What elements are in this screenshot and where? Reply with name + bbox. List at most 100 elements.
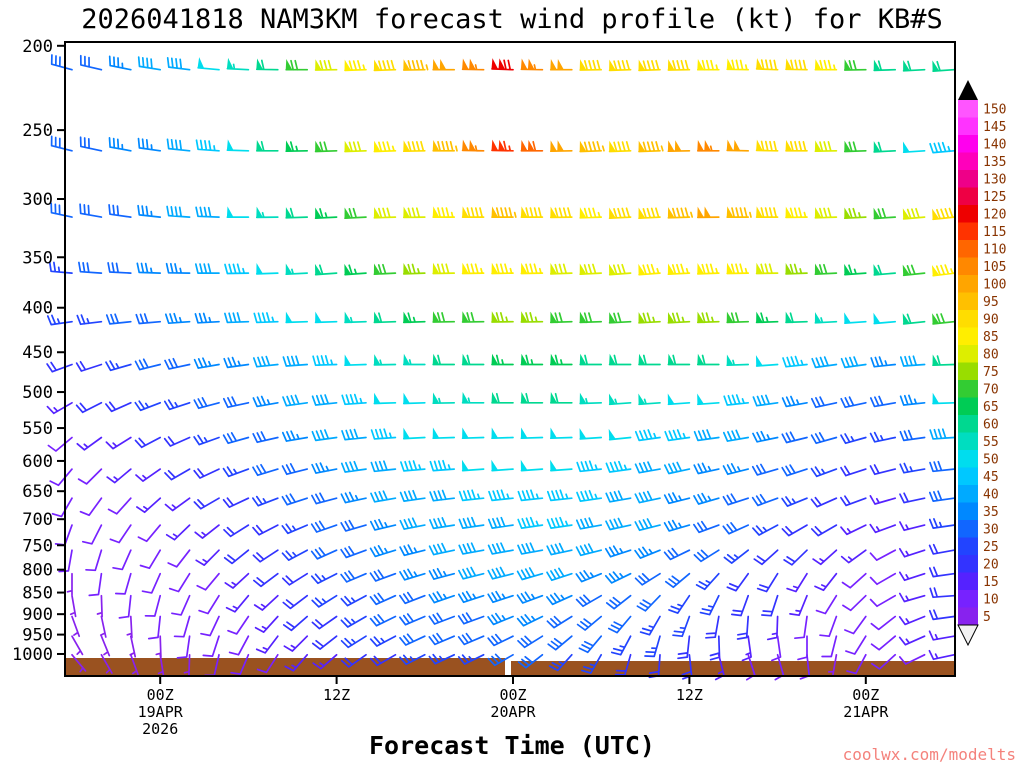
wind-barb-pennant <box>638 393 646 405</box>
wind-barb <box>223 524 250 538</box>
wind-barb <box>105 360 132 372</box>
wind-barb <box>898 592 926 603</box>
y-axis-label: 1000 <box>12 645 53 665</box>
wind-barb <box>196 572 220 591</box>
wind-barb-pennant <box>491 139 499 152</box>
wind-barb <box>164 497 191 512</box>
colorbar-tick-label: 30 <box>983 522 999 537</box>
y-axis-label: 950 <box>22 626 53 646</box>
wind-barb <box>112 549 132 571</box>
wind-barb <box>428 542 456 556</box>
wind-barb <box>771 635 782 662</box>
wind-barb <box>693 429 720 442</box>
wind-barb <box>520 312 544 323</box>
wind-barb-pennant <box>469 58 476 71</box>
wind-barb <box>840 465 867 477</box>
colorbar-tick-label: 105 <box>983 260 1006 275</box>
wind-barb <box>252 549 279 563</box>
wind-barb <box>163 399 191 411</box>
wind-barb-pennant <box>462 353 469 365</box>
wind-barb <box>755 207 779 218</box>
wind-barb-pennant <box>498 58 506 70</box>
wind-barb-pennant <box>844 140 852 153</box>
wind-barb-pennant <box>226 206 234 218</box>
wind-barb <box>252 495 279 507</box>
wind-barb <box>644 635 661 658</box>
wind-barb-pennant <box>638 353 646 365</box>
wind-barb <box>726 207 752 218</box>
wind-barb <box>165 262 191 274</box>
wind-barb-pennant <box>403 206 411 218</box>
wind-barb-pennant <box>520 58 528 70</box>
colorbar-tick-label: 15 <box>983 575 999 590</box>
watermark-text: coolwx.com/modelts <box>842 745 1016 764</box>
wind-barb-pennant <box>527 58 535 71</box>
wind-barb <box>929 587 955 599</box>
wind-barb-pennant <box>527 140 535 152</box>
wind-barb <box>340 653 367 668</box>
wind-barb <box>429 517 456 530</box>
y-axis-label: 850 <box>22 584 53 604</box>
colorbar-tick-label: 75 <box>983 365 999 380</box>
colorbar-segment <box>958 275 978 293</box>
wind-barb <box>134 358 162 371</box>
wind-barb <box>195 549 220 566</box>
wind-barb <box>370 460 397 473</box>
wind-barb-pennant <box>462 392 469 404</box>
wind-barb-pennant <box>403 427 411 440</box>
wind-barb-pennant <box>403 140 411 152</box>
wind-barb <box>726 263 750 275</box>
wind-barb <box>608 59 632 72</box>
wind-barb-pennant <box>520 353 528 365</box>
wind-barb <box>607 615 632 634</box>
wind-barb-pennant <box>550 58 558 71</box>
wind-barb <box>341 428 367 441</box>
wind-barb-pennant <box>550 427 558 439</box>
wind-barb <box>722 463 750 476</box>
wind-barb <box>171 594 191 616</box>
wind-barb <box>222 396 250 409</box>
wind-barb <box>195 206 220 218</box>
wind-barb <box>75 360 103 372</box>
colorbar-segment <box>958 450 978 468</box>
colorbar-segment <box>958 152 978 170</box>
wind-barb <box>340 635 367 649</box>
wind-barb <box>693 549 720 563</box>
wind-barb-pennant <box>638 59 646 71</box>
wind-barb <box>137 524 162 543</box>
wind-barb <box>783 549 808 566</box>
wind-barb <box>458 516 485 529</box>
wind-barb-pennant <box>697 263 705 275</box>
wind-barb <box>608 207 632 220</box>
y-axis-label: 600 <box>22 452 53 472</box>
wind-barb <box>369 614 397 627</box>
wind-barb <box>929 428 955 440</box>
wind-barb-pennant <box>344 140 352 153</box>
wind-barb-pennant <box>314 263 322 276</box>
wind-barb <box>118 594 132 619</box>
wind-barb <box>548 653 573 672</box>
wind-barb <box>281 463 309 476</box>
wind-barb <box>457 590 485 604</box>
wind-barb <box>256 653 279 674</box>
wind-barb <box>176 635 191 659</box>
wind-barb <box>79 497 103 517</box>
wind-barb-pennant <box>373 311 381 323</box>
wind-barb-pennant <box>550 353 558 365</box>
wind-barb <box>516 614 544 627</box>
wind-barb <box>634 546 661 559</box>
wind-barb-pennant <box>520 459 528 472</box>
wind-barb <box>224 312 250 324</box>
wind-barb <box>789 594 808 617</box>
colorbar-segment <box>958 117 978 135</box>
wind-barb <box>726 572 750 592</box>
wind-barb <box>736 615 750 640</box>
wind-barb-pennant <box>726 311 734 323</box>
wind-barb-pennant <box>785 206 793 218</box>
wind-barb <box>165 524 191 541</box>
wind-barb <box>638 59 661 72</box>
colorbar-segment <box>958 135 978 153</box>
wind-barb <box>432 207 456 218</box>
wind-barb <box>311 492 338 505</box>
wind-barb-pennant <box>608 393 616 405</box>
